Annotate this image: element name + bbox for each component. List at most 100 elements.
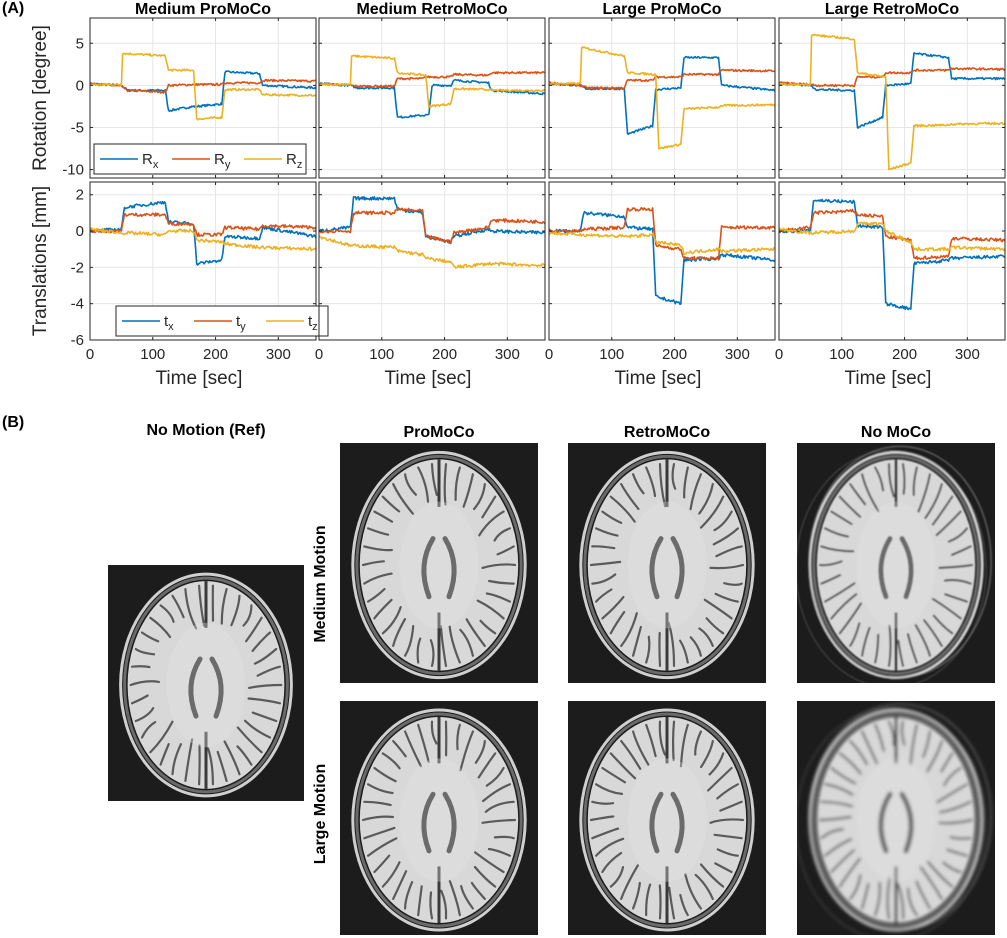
col-title-promoco: ProMoCo — [403, 424, 475, 441]
col-title-retromoco: RetroMoCo — [623, 424, 711, 441]
y-tick-label: -10 — [62, 162, 84, 179]
row-title-medium: Medium Motion — [312, 525, 329, 643]
series-line-tz — [89, 227, 317, 252]
brain-scan-graphic — [579, 708, 755, 932]
brain-scan-graphic — [351, 450, 527, 680]
panel-a-label: (A) — [2, 0, 25, 17]
axes-box — [548, 17, 776, 179]
series-line-tz — [548, 231, 776, 256]
y-tick-label: 0 — [76, 77, 84, 94]
brain-image-large-promoco — [340, 701, 538, 935]
chart-title: Large ProMoCo — [602, 1, 721, 18]
x-tick-label: 200 — [662, 346, 687, 363]
series-line-tx — [778, 198, 1006, 311]
panel-b-label: (B) — [2, 414, 25, 431]
y-tick-label: -6 — [71, 332, 84, 349]
chart-rotation-2: Large ProMoCo — [548, 1, 776, 179]
legend: Rx Ry Rz — [93, 143, 307, 175]
x-tick-label: 100 — [829, 346, 854, 363]
x-tick-label: 0 — [315, 346, 323, 363]
row-title-large: Large Motion — [312, 763, 329, 865]
chart-title: Medium RetroMoCo — [356, 1, 507, 18]
y-tick-label: 2 — [76, 187, 84, 204]
series-line-ty — [548, 206, 776, 261]
chart-title: Large RetroMoCo — [825, 1, 959, 18]
axes-box — [89, 181, 317, 341]
brain-scan-graphic — [797, 703, 992, 935]
chart-translation-1: 0 100 200 300 Time [sec] — [315, 181, 546, 389]
chart-rotation-3: Large RetroMoCo — [778, 1, 1006, 179]
axes-box — [778, 17, 1006, 179]
series-line-tx — [548, 210, 776, 305]
series-line-tx — [318, 196, 546, 244]
series-line-tz — [318, 235, 546, 269]
x-tick-label: 200 — [432, 346, 457, 363]
x-tick-label: 300 — [495, 346, 520, 363]
brain-scan-graphic — [579, 450, 755, 680]
col-title-nomoco: No MoCo — [860, 424, 932, 441]
brain-scan-graphic — [797, 445, 992, 683]
y-tick-label: 5 — [76, 35, 84, 52]
series-line-Rx — [89, 70, 317, 113]
brain-image-medium-retromoco — [568, 443, 766, 683]
legend-label: tz — [308, 313, 318, 333]
brain-image-medium-promoco — [340, 443, 538, 683]
x-axis-label: Time [sec] — [385, 368, 472, 389]
y-axis-label: Translations [mm] — [30, 186, 51, 336]
legend-label: Rz — [286, 151, 302, 171]
x-tick-label: 100 — [599, 346, 624, 363]
series-line-Rz — [778, 33, 1006, 171]
legend-label: tx — [164, 313, 174, 333]
x-tick-label: 300 — [266, 346, 291, 363]
x-tick-label: 300 — [725, 346, 750, 363]
brain-image-large-nomoco — [797, 701, 995, 935]
series-line-Rx — [778, 52, 1006, 129]
motion-charts: 5 0 -5 -10 Rotation [degree] Medium ProMoCo Rx… — [30, 1, 1006, 389]
series-line-tz — [778, 221, 1006, 252]
axes-box — [778, 181, 1006, 341]
series-line-Ry — [548, 68, 776, 90]
x-tick-label: 0 — [86, 346, 94, 363]
chart-rotation-1: Medium RetroMoCo — [318, 1, 546, 179]
series-line-Ry — [778, 67, 1006, 88]
legend-label: Ry — [214, 151, 231, 171]
brain-scan-graphic — [351, 708, 527, 932]
x-tick-label: 300 — [955, 346, 980, 363]
y-tick-label: -2 — [71, 259, 84, 276]
axes-box — [318, 181, 546, 341]
series-line-Ry — [318, 71, 546, 88]
series-line-Rz — [548, 46, 776, 150]
x-tick-label: 0 — [545, 346, 553, 363]
series-line-Rz — [318, 54, 546, 109]
brain-image-medium-nomoco — [797, 443, 995, 683]
y-axis-label: Rotation [degree] — [30, 25, 51, 171]
x-tick-label: 100 — [369, 346, 394, 363]
legend-label: ty — [236, 313, 246, 333]
x-axis-label: Time [sec] — [156, 368, 243, 389]
series-line-ty — [778, 208, 1006, 261]
brain-image-ref — [108, 565, 304, 801]
series-line-tx — [89, 200, 317, 266]
x-axis-label: Time [sec] — [845, 368, 932, 389]
chart-rotation-0: 5 0 -5 -10 Rotation [degree] Medium ProMoCo Rx… — [30, 1, 317, 179]
y-tick-label: -5 — [71, 119, 84, 136]
ref-title: No Motion (Ref) — [146, 422, 266, 439]
y-tick-label: 0 — [76, 223, 84, 240]
x-tick-label: 200 — [892, 346, 917, 363]
series-line-Rz — [89, 52, 317, 121]
y-tick-label: -4 — [71, 296, 84, 313]
series-line-Rx — [548, 55, 776, 136]
x-tick-label: 0 — [775, 346, 783, 363]
series-line-Ry — [89, 78, 317, 94]
x-tick-label: 200 — [203, 346, 228, 363]
series-line-ty — [89, 212, 317, 238]
x-axis-label: Time [sec] — [615, 368, 702, 389]
axes-box — [548, 181, 776, 341]
legend: tx ty tz — [115, 305, 329, 337]
series-line-ty — [318, 206, 546, 245]
chart-translation-3: 0 100 200 300 Time [sec] — [775, 181, 1006, 389]
legend-label: Rx — [142, 151, 159, 171]
chart-title: Medium ProMoCo — [135, 1, 271, 18]
axes-box — [318, 17, 546, 179]
